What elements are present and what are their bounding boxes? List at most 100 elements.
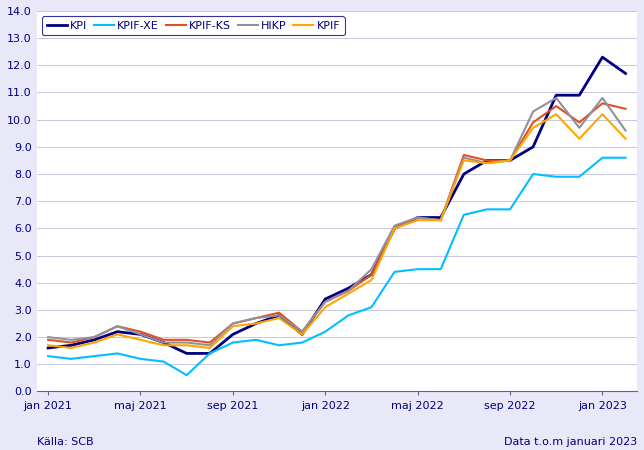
KPIF-KS [529,120,537,125]
KPIF-XE [553,174,560,180]
KPIF-XE [298,340,306,345]
KPIF-XE [598,155,606,160]
KPIF-XE [160,359,167,364]
KPI [345,285,352,291]
HIKP [206,342,214,348]
HIKP [345,288,352,293]
KPIF-XE [576,174,583,180]
KPIF-KS [298,329,306,334]
KPI [275,313,283,318]
KPIF [137,337,144,342]
HIKP [506,158,514,163]
KPIF-KS [368,272,375,277]
KPIF [506,158,514,163]
KPIF-XE [321,329,329,334]
KPIF [321,305,329,310]
KPIF-XE [68,356,75,361]
KPIF [160,342,167,348]
KPIF-KS [183,337,191,342]
KPIF-KS [553,104,560,109]
KPIF [368,277,375,283]
KPI [529,144,537,149]
HIKP [598,95,606,101]
KPIF [576,136,583,141]
KPIF-KS [44,337,52,342]
KPI [621,71,629,76]
KPIF-XE [391,269,399,274]
KPIF-XE [137,356,144,361]
KPI [206,351,214,356]
Text: Data t.o.m januari 2023: Data t.o.m januari 2023 [504,437,637,447]
KPI [368,272,375,277]
KPI [90,337,98,342]
KPIF-KS [68,340,75,345]
HIKP [252,315,260,321]
KPIF [229,324,237,329]
KPIF [553,112,560,117]
KPIF-KS [206,340,214,345]
KPIF-XE [460,212,468,217]
KPIF-KS [321,299,329,305]
KPI [460,171,468,177]
KPIF [275,315,283,321]
KPIF-XE [506,207,514,212]
KPIF [483,161,491,166]
Line: KPIF: KPIF [48,114,625,348]
KPIF-XE [44,353,52,359]
KPIF-KS [437,217,444,223]
KPI [506,158,514,163]
HIKP [460,155,468,160]
KPIF-XE [275,342,283,348]
KPI [414,215,422,220]
KPIF-KS [414,215,422,220]
KPIF-KS [113,324,121,329]
KPI [321,297,329,302]
HIKP [621,128,629,133]
KPI [553,93,560,98]
KPIF-KS [345,288,352,293]
HIKP [113,324,121,329]
KPIF-KS [576,120,583,125]
HIKP [576,125,583,130]
KPI [252,321,260,326]
HIKP [391,223,399,228]
KPI [160,340,167,345]
KPI [113,329,121,334]
KPIF [90,340,98,345]
KPIF-KS [506,158,514,163]
KPIF-KS [90,334,98,340]
KPIF [414,217,422,223]
HIKP [229,321,237,326]
Line: KPIF-KS: KPIF-KS [48,104,625,342]
HIKP [437,217,444,223]
KPIF-XE [90,353,98,359]
HIKP [529,109,537,114]
KPIF-KS [460,152,468,158]
KPIF [460,158,468,163]
KPIF-XE [206,351,214,356]
KPIF-KS [137,329,144,334]
KPIF-XE [113,351,121,356]
KPI [576,93,583,98]
KPIF [437,217,444,223]
KPI [598,54,606,60]
KPI [44,345,52,351]
KPIF-KS [252,315,260,321]
KPIF-XE [183,373,191,378]
KPIF [391,226,399,231]
KPIF-XE [368,305,375,310]
KPI [483,158,491,163]
HIKP [183,340,191,345]
KPIF-XE [437,266,444,272]
HIKP [483,161,491,166]
KPIF-KS [483,158,491,163]
HIKP [68,337,75,342]
Line: KPI: KPI [48,57,625,353]
HIKP [321,299,329,305]
HIKP [137,332,144,337]
Line: KPIF-XE: KPIF-XE [48,158,625,375]
KPIF [68,345,75,351]
HIKP [90,334,98,340]
HIKP [160,340,167,345]
KPIF-KS [229,321,237,326]
